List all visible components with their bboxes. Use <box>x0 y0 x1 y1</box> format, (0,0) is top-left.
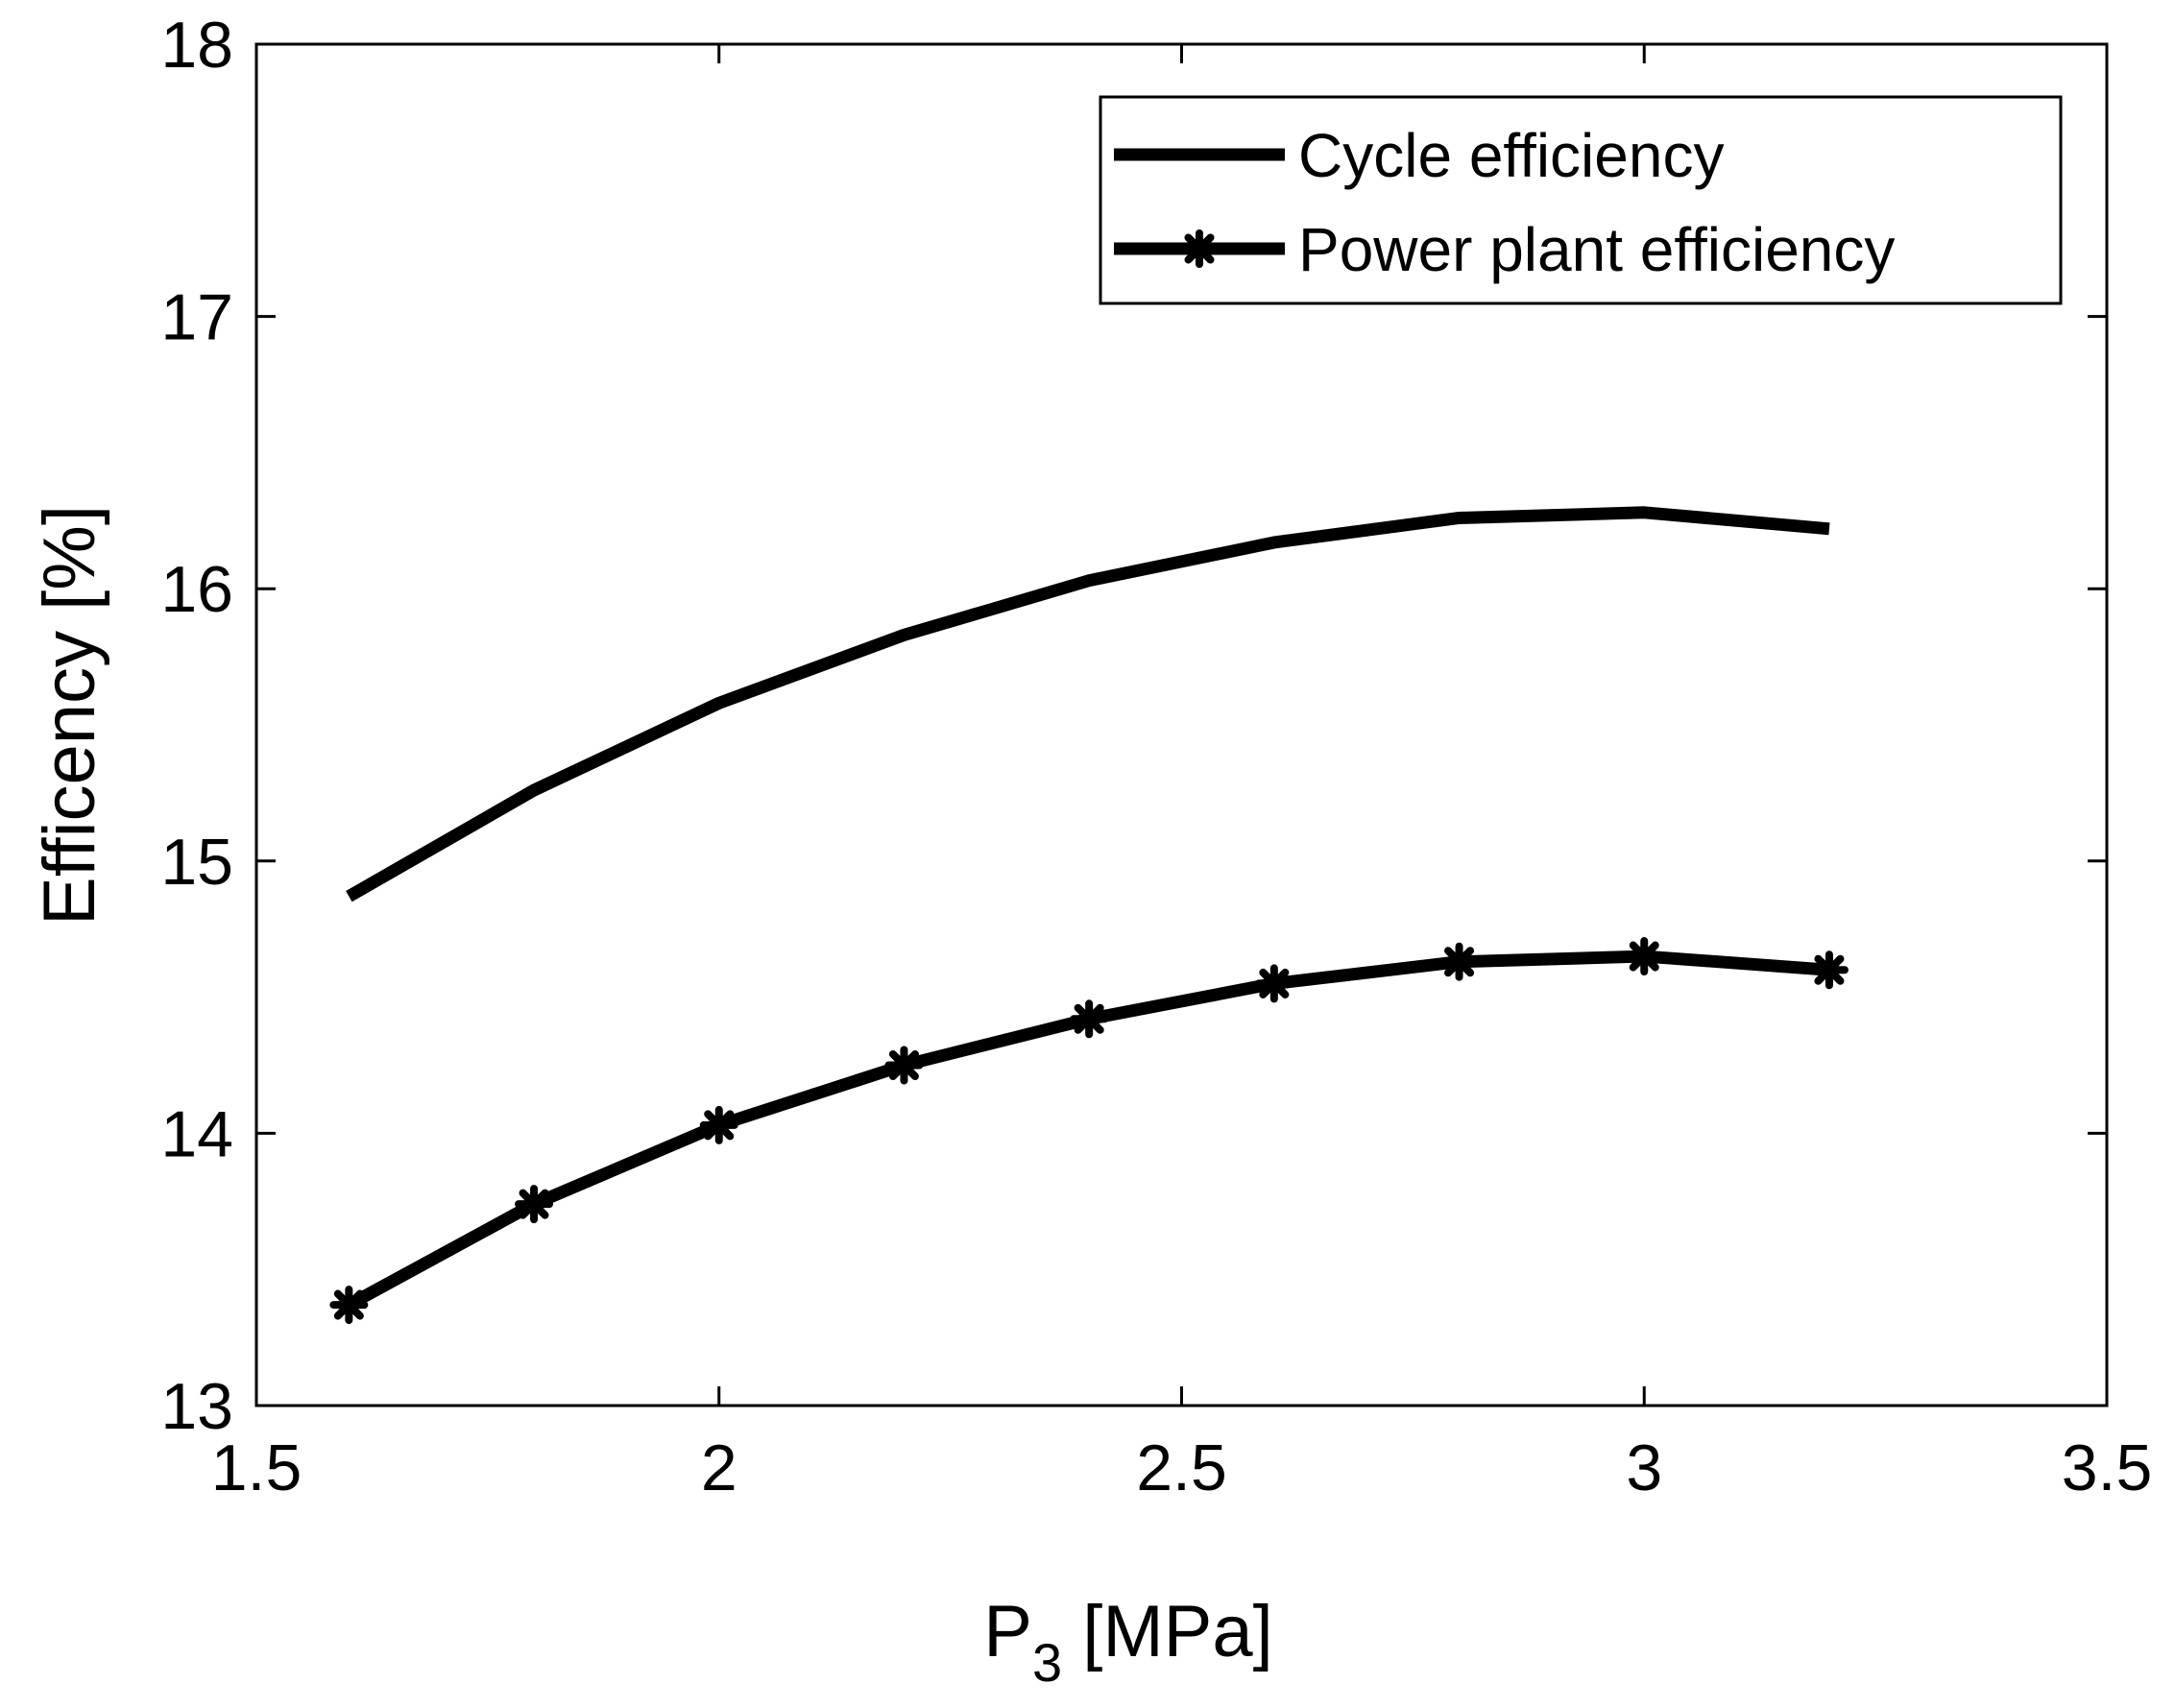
y-tick-label: 15 <box>160 826 233 899</box>
data-point-power-plant <box>699 1105 738 1144</box>
x-tick-label: 2 <box>701 1431 737 1504</box>
legend-label-power-plant: Power plant efficiency <box>1298 215 1895 284</box>
legend-marker-power-plant <box>1180 229 1219 268</box>
series-layer <box>329 506 1849 1325</box>
data-point-power-plant <box>1070 999 1109 1039</box>
asterisk-stroke <box>1629 941 1659 972</box>
x-tick-label: 2.5 <box>1136 1431 1227 1504</box>
y-tick-label: 13 <box>160 1370 233 1443</box>
data-point-power-plant <box>1625 937 1664 976</box>
legend-label-cycle: Cycle efficiency <box>1298 121 1724 190</box>
y-tick-label: 17 <box>160 281 233 354</box>
asterisk-stroke <box>1814 954 1845 985</box>
x-axis-title: P3 [MPa] <box>983 1591 1272 1693</box>
data-point-power-plant <box>1439 942 1479 981</box>
x-axis-title-subscript: 3 <box>1032 1632 1062 1693</box>
asterisk-stroke <box>1259 968 1290 998</box>
ticks-layer: 1.5 2 2.5 3 3.5 13 14 15 16 17 18 <box>160 9 2152 1504</box>
asterisk-stroke <box>1444 947 1475 977</box>
data-point-power-plant <box>884 1046 924 1085</box>
y-tick-label: 18 <box>160 9 233 82</box>
asterisk-stroke <box>1184 233 1215 264</box>
series-line-cycle-efficiency <box>346 506 1830 902</box>
y-tick-label: 14 <box>160 1097 233 1170</box>
asterisk-stroke <box>519 1189 549 1219</box>
x-tick-label: 1.5 <box>211 1431 302 1504</box>
data-point-power-plant <box>1254 964 1293 1003</box>
legend-asterisk <box>1180 229 1219 268</box>
data-point-power-plant <box>329 1286 369 1325</box>
data-point-power-plant <box>515 1185 554 1224</box>
asterisk-stroke <box>888 1049 919 1081</box>
legend-box <box>1099 95 2063 305</box>
y-tick-label: 16 <box>160 553 233 626</box>
asterisk-stroke <box>333 1289 364 1320</box>
legend: Cycle efficiency Power plant efficiency <box>1099 95 2063 305</box>
x-tick-label: 3.5 <box>2062 1431 2153 1504</box>
asterisk-stroke <box>1074 1003 1104 1034</box>
asterisk-stroke <box>704 1110 735 1141</box>
x-axis-title-unit: [MPa] <box>1062 1591 1273 1672</box>
y-axis-title: Efficency [%] <box>29 505 110 926</box>
x-tick-label: 3 <box>1626 1431 1662 1504</box>
x-axis-title-main: P <box>983 1591 1032 1672</box>
data-point-power-plant <box>1809 950 1849 990</box>
